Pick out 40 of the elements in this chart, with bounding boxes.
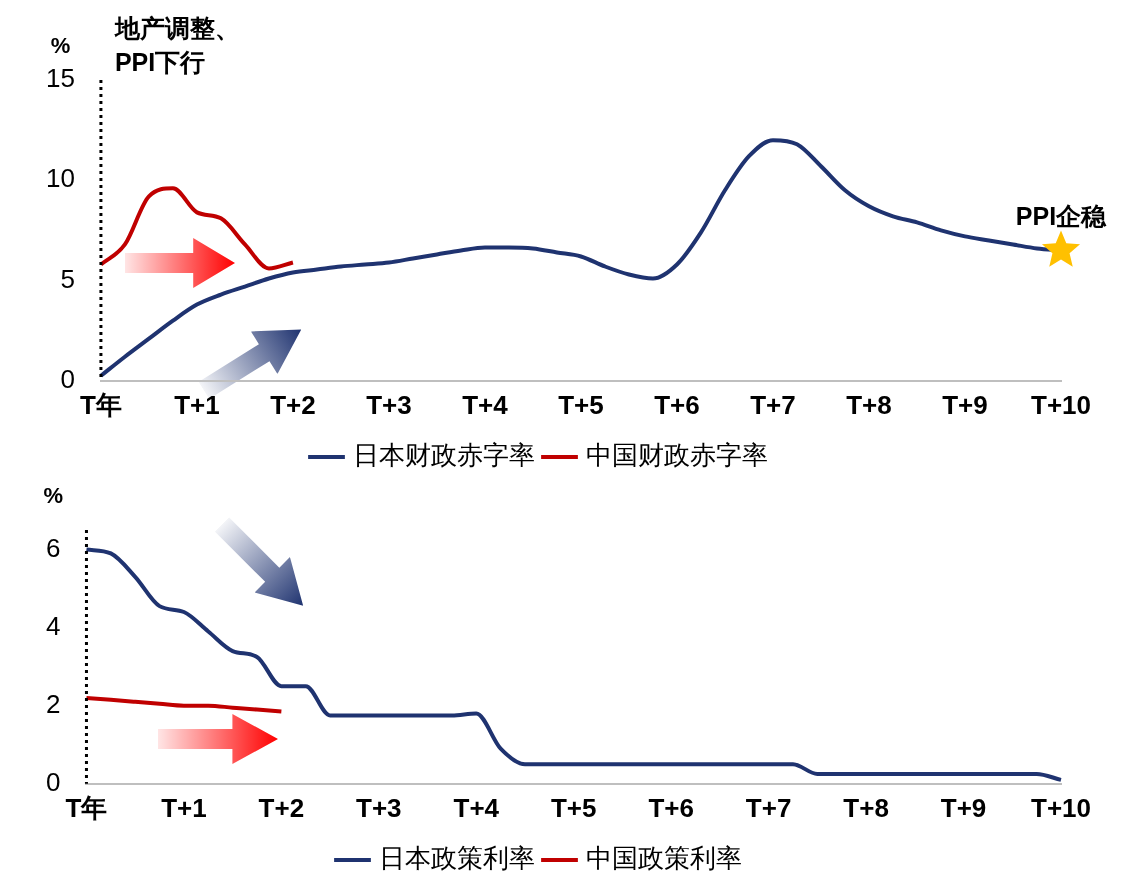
y-tick-label: 2 [45,688,61,719]
x-tick-label: T+2 [270,389,316,420]
y-axis-title: % [50,33,71,59]
x-tick-label: T+10 [1031,792,1091,823]
legend-label: 日本财政赤字率 [352,440,535,471]
x-tick-label: T年 [65,792,108,823]
x-tick-label: T+8 [846,389,892,420]
x-tick-label: T+3 [366,389,412,420]
x-tick-label: T+3 [356,792,402,823]
x-tick-label: T+9 [942,389,988,420]
y-tick-label: 4 [45,610,61,641]
legend-label: 中国财政赤字率 [585,440,768,471]
x-tick-label: T+5 [550,792,597,823]
x-tick-label: T+8 [843,792,889,823]
line-series [84,547,1063,782]
x-tick-label: T+1 [174,389,220,420]
x-tick-label: T+4 [453,792,500,823]
x-tick-label: T+6 [654,389,700,420]
x-tick-label: T+2 [258,792,305,823]
x-tick-label: T+9 [940,792,987,823]
x-tick-label: T+6 [648,792,694,823]
x-tick-label: T年 [79,389,122,420]
x-tick-label: T+5 [558,389,604,420]
x-tick-label: T+10 [1031,389,1091,420]
y-tick-label: 6 [45,532,61,563]
legend-label: 日本政策利率 [378,843,535,874]
x-tick-label: T+7 [745,792,792,823]
x-tick-label: T+1 [161,792,207,823]
legend-label: 中国政策利率 [585,843,742,874]
y-tick-label: 0 [60,363,75,394]
y-tick-label: 15 [46,63,75,94]
y-tick-label: 10 [46,163,75,194]
y-tick-label: 0 [45,766,61,797]
x-tick-label: T+4 [462,389,509,420]
x-tick-label: T+7 [750,389,796,420]
line-series [84,695,284,714]
y-axis-title: % [43,483,64,509]
y-tick-label: 5 [60,263,75,294]
ref-line-label: 地产调整、PPI下行 [113,14,240,77]
annotation: PPI企稳 [1015,201,1108,230]
